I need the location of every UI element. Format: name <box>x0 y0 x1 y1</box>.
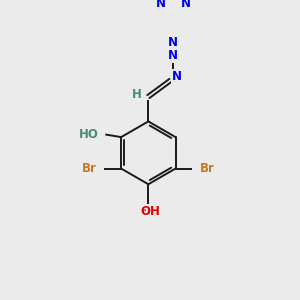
Text: H: H <box>132 88 142 101</box>
Text: Br: Br <box>82 162 96 175</box>
Text: OH: OH <box>140 205 160 218</box>
Text: N: N <box>168 35 178 49</box>
Text: HO: HO <box>79 128 99 141</box>
Text: N: N <box>172 70 182 83</box>
Text: Br: Br <box>200 162 215 175</box>
Text: ·: · <box>143 204 147 218</box>
Text: N: N <box>155 0 166 10</box>
Text: N: N <box>181 0 191 10</box>
Text: N: N <box>168 49 178 62</box>
